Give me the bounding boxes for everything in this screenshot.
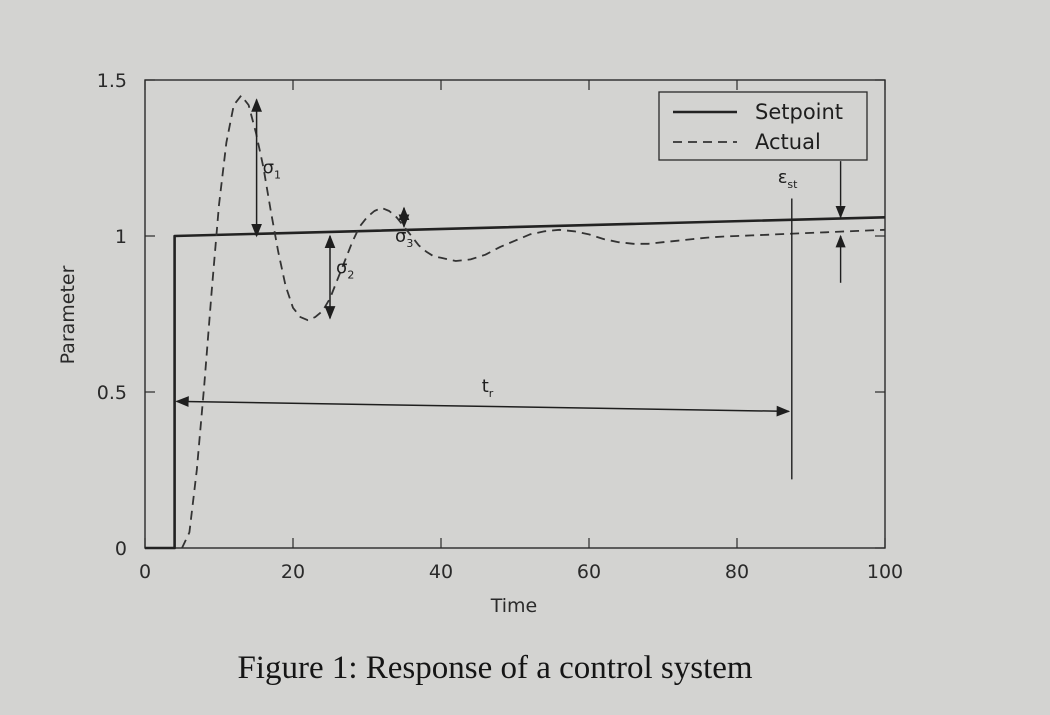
rise-time-label: tr [482,376,494,400]
y-tick-label: 0 [115,538,127,560]
x-tick-label: 0 [139,561,151,583]
plot-border [144,79,886,549]
series-lines [145,94,886,550]
series-actual-line [181,94,886,549]
sigma1-label: σ1 [263,158,281,182]
rise-time-arrow [175,396,791,417]
x-tick-label: 20 [281,561,305,583]
sigma2-label: σ2 [336,257,354,281]
steady-error-label: εst [778,167,798,191]
x-tick-label: 100 [867,561,903,583]
plot-frame [144,79,886,549]
y-axis-label: Parameter [57,265,79,364]
series-setpoint-line [145,216,886,550]
legend-label-setpoint: Setpoint [755,100,843,124]
x-axis-label: Time [490,595,538,617]
x-tick-label: 80 [725,561,749,583]
x-tick-label: 40 [429,561,453,583]
y-tick-label: 1.5 [97,70,127,92]
legend: Setpoint Actual [658,91,868,161]
x-tick-label: 60 [577,561,601,583]
legend-label-actual: Actual [755,130,821,154]
y-tick-label: 1 [115,226,127,248]
annotations: σ1 σ2 σ3 tr εst [175,98,846,480]
y-tick-label: 0.5 [97,382,127,404]
figure-caption: Figure 1: Response of a control system [237,650,753,686]
legend-box [658,91,868,161]
sigma3-label: σ3 [395,226,413,250]
axis-ticks: 0 20 40 60 80 100 0 0.5 1 1.5 [97,70,903,583]
